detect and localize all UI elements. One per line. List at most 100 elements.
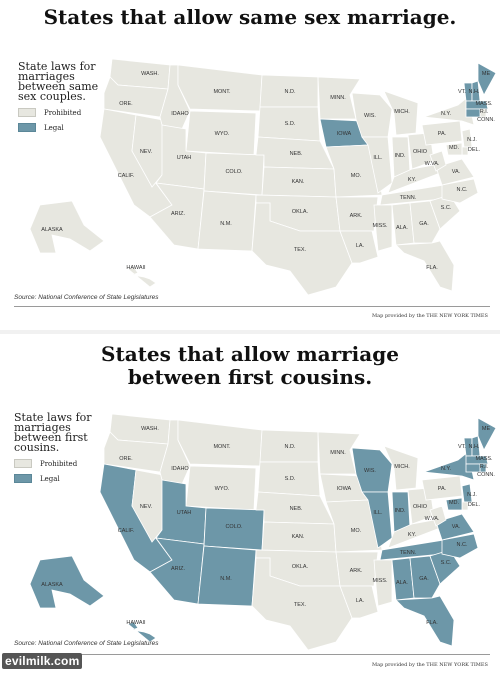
state-label-or: ORE.: [119, 101, 133, 107]
state-label-mo: MO.: [351, 528, 362, 534]
state-label-ky: KY.: [408, 532, 417, 538]
state-label-oh: OHIO: [413, 504, 428, 510]
state-ms: [373, 559, 393, 607]
state-label-ks: KAN.: [292, 534, 305, 540]
state-label-md: MD.: [449, 145, 460, 151]
legal-swatch: [18, 123, 36, 132]
state-label-id: IDAHO: [171, 111, 189, 117]
source-note: Source: National Conference of State Leg…: [14, 294, 159, 301]
state-label-hi: HAWAII: [126, 620, 146, 626]
legend-item-legal: Legal: [14, 474, 114, 483]
state-label-mt: MONT.: [213, 444, 231, 450]
state-nc: [441, 178, 479, 204]
state-label-sc: S.C.: [441, 560, 452, 566]
state-label-nv: NEV.: [140, 149, 153, 155]
state-il: [361, 136, 393, 194]
map-credit: Map provided by the THE NEW YORK TIMES: [372, 313, 488, 319]
title-line: States that allow marriage: [101, 342, 399, 366]
state-label-hi: HAWAII: [126, 265, 146, 271]
state-hi: [127, 621, 157, 643]
state-label-co: COLO.: [225, 169, 243, 175]
state-mt: [177, 64, 263, 112]
legal-swatch: [14, 474, 32, 483]
state-label-vt: VT.: [458, 444, 466, 450]
us-states-map: WASH. ORE. CALIF. NEV. IDAHO MONT. WYO. UTAH COL…: [29, 58, 497, 295]
state-hi: [127, 266, 157, 288]
state-ma: [465, 100, 489, 110]
state-md: [445, 497, 463, 511]
divider-rule: [14, 654, 490, 655]
state-ak: [29, 200, 105, 254]
state-label-ut: UTAH: [177, 155, 192, 161]
prohibited-swatch: [14, 459, 32, 468]
state-labels: WASH. ORE. CALIF. NEV. IDAHO MONT. WYO. UTAH COL…: [41, 426, 495, 626]
state-label-wy: WYO.: [215, 131, 230, 137]
state-label-tn: TENN.: [400, 550, 417, 556]
state-label-sc: S.C.: [441, 205, 452, 211]
state-label-ri: R.I.: [480, 109, 489, 115]
state-label-ma: MASS.: [475, 101, 493, 107]
state-label-nm: N.M.: [220, 576, 232, 582]
state-ak: [29, 555, 105, 609]
state-label-ok: OKLA.: [292, 209, 309, 215]
state-label-wi: WIS.: [364, 113, 376, 119]
same-sex-marriage-panel: States that allow same sex marriage. Sta…: [0, 0, 500, 335]
legend-heading: State laws for marriages between first c…: [14, 411, 92, 454]
state-label-ca: CALIF.: [118, 528, 135, 534]
state-label-al: ALA.: [396, 580, 408, 586]
panel-divider: [0, 330, 500, 334]
state-wa: [109, 58, 171, 90]
state-label-id: IDAHO: [171, 466, 189, 472]
state-label-ak: ALASKA: [41, 227, 63, 233]
state-az: [149, 182, 205, 250]
state-label-tx: TEX.: [294, 247, 307, 253]
state-label-wa: WASH.: [141, 71, 159, 77]
state-label-ar: ARK.: [350, 568, 363, 574]
state-label-ga: GA.: [419, 576, 429, 582]
us-states-map: WASH. ORE. CALIF. NEV. IDAHO MONT. WYO. UTAH COL…: [29, 413, 497, 650]
state-la: [339, 230, 379, 264]
map-legend: State laws for marriages between same se…: [18, 61, 118, 132]
state-label-sd: S.D.: [285, 476, 296, 482]
state-label-me: ME: [482, 426, 491, 432]
legend-label: Prohibited: [44, 108, 82, 117]
state-label-al: ALA.: [396, 225, 408, 231]
state-label-mn: MINN.: [330, 95, 346, 101]
state-la: [339, 585, 379, 619]
state-label-wy: WYO.: [215, 486, 230, 492]
state-me: [477, 417, 497, 451]
state-nj: [461, 128, 473, 148]
state-label-va: VA.: [452, 169, 461, 175]
state-label-ga: GA.: [419, 221, 429, 227]
state-label-ut: UTAH: [177, 510, 192, 516]
state-label-nc: N.C.: [457, 187, 468, 193]
state-ar: [335, 551, 379, 587]
map-legend: State laws for marriages between first c…: [14, 411, 114, 483]
state-label-de: DEL.: [468, 147, 481, 153]
state-label-ct: CONN.: [477, 472, 495, 478]
state-label-ar: ARK.: [350, 213, 363, 219]
watermark-logo: evilmilk.com: [2, 653, 83, 669]
state-label-la: LA.: [356, 243, 365, 249]
state-ms: [373, 204, 393, 252]
state-mt: [177, 419, 263, 467]
state-fl: [395, 240, 455, 292]
state-label-wa: WASH.: [141, 426, 159, 432]
map-title: States that allow marriage between first…: [0, 343, 500, 389]
state-label-ma: MASS.: [475, 456, 493, 462]
state-label-in: IND.: [395, 508, 406, 514]
state-label-mo: MO.: [351, 173, 362, 179]
state-il: [361, 491, 393, 549]
map-credit: Map provided by the THE NEW YORK TIMES: [372, 662, 488, 668]
state-label-vt: VT.: [458, 89, 466, 95]
state-label-ks: KAN.: [292, 179, 305, 185]
state-label-mi: MICH.: [394, 464, 410, 470]
state-ma: [465, 455, 489, 465]
state-label-md: MD.: [449, 500, 460, 506]
state-ct: [465, 463, 481, 473]
state-shapes: [29, 413, 497, 650]
state-label-ia: IOWA: [337, 131, 352, 137]
state-label-la: LA.: [356, 598, 365, 604]
state-label-va: VA.: [452, 524, 461, 530]
source-note: Source: National Conference of State Leg…: [14, 640, 159, 647]
